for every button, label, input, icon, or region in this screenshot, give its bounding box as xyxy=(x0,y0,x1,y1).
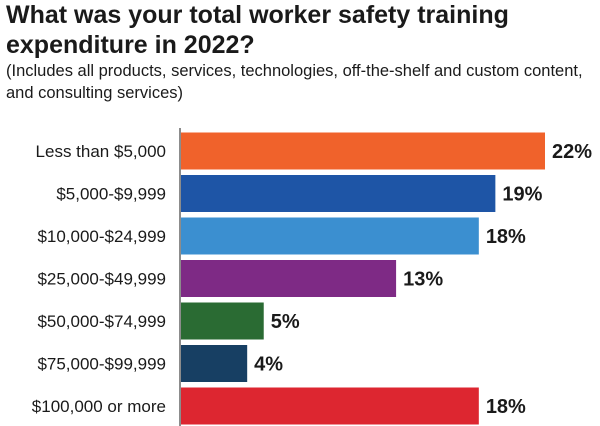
value-label-4: 5% xyxy=(271,311,300,333)
value-label-1: 19% xyxy=(502,184,542,206)
category-label-1: $5,000-$9,999 xyxy=(56,185,166,204)
value-label-6: 18% xyxy=(486,396,526,418)
value-label-0: 22% xyxy=(552,141,592,163)
bar-1 xyxy=(181,175,496,212)
bar-3 xyxy=(181,260,397,297)
bars-group: Less than $5,000 22% $5,000-$9,999 19% $10,0… xyxy=(32,132,592,425)
category-label-3: $25,000-$49,999 xyxy=(37,270,166,289)
chart-title: What was your total worker safety traini… xyxy=(6,1,509,59)
category-label-0: Less than $5,000 xyxy=(36,142,166,161)
category-label-5: $75,000-$99,999 xyxy=(37,355,166,374)
bar-5 xyxy=(181,345,248,382)
category-label-4: $50,000-$74,999 xyxy=(37,312,166,331)
bar-4 xyxy=(181,302,264,340)
value-label-5: 4% xyxy=(254,354,283,376)
bar-6 xyxy=(181,387,479,425)
chart-subtitle: (Includes all products, services, techno… xyxy=(6,62,583,102)
value-label-3: 13% xyxy=(403,269,443,291)
category-label-6: $100,000 or more xyxy=(32,397,166,416)
bar-2 xyxy=(181,217,479,255)
category-label-2: $10,000-$24,999 xyxy=(37,227,166,246)
value-label-2: 18% xyxy=(486,226,526,248)
bar-0 xyxy=(181,132,545,170)
